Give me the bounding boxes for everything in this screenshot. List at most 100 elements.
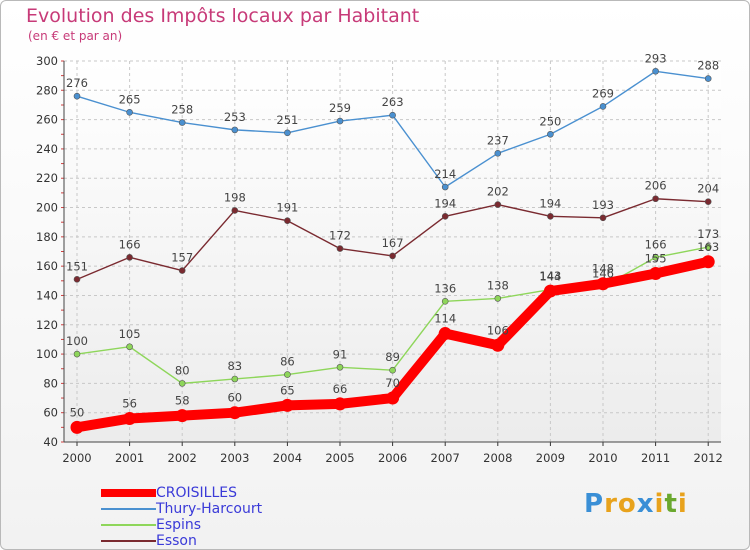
logo-letter: i	[654, 489, 665, 519]
data-point-espins	[336, 363, 344, 371]
data-label-espins: 100	[66, 334, 88, 348]
data-label-esson: 204	[697, 182, 719, 196]
data-label-croisilles: 106	[487, 323, 509, 337]
data-labels: 50 56 58 60 65 66 70 114 106 143 148 155 163 276 265 25…	[66, 51, 719, 419]
data-label-croisilles: 66	[333, 382, 348, 396]
data-label-esson: 166	[119, 237, 141, 251]
data-point-croisilles	[596, 277, 610, 291]
y-tick-label: 100	[36, 347, 58, 361]
data-point-espins	[652, 254, 659, 261]
y-tick-label: 120	[36, 318, 58, 332]
data-point-croisilles	[123, 412, 137, 426]
data-point-espins	[441, 298, 449, 305]
y-tick-label: 220	[36, 171, 58, 185]
data-label-esson: 191	[276, 201, 298, 215]
data-point-thury-harcourt	[494, 150, 502, 157]
data-label-espins: 83	[227, 359, 242, 373]
x-tick-label: 2001	[115, 451, 144, 465]
grid-lines	[64, 60, 721, 443]
legend-swatch-espins	[101, 524, 156, 526]
data-point-espins	[284, 371, 291, 378]
data-point-espins	[178, 380, 186, 387]
data-label-espins: 91	[333, 347, 348, 361]
data-point-thury-harcourt	[336, 117, 344, 125]
x-tick-label: 2000	[62, 451, 91, 465]
data-label-espins: 105	[119, 327, 141, 341]
y-tick-label: 60	[43, 406, 58, 420]
data-point-croisilles	[333, 397, 347, 411]
data-label-croisilles: 56	[122, 397, 137, 411]
data-point-espins	[126, 343, 133, 351]
data-label-espins: 144	[539, 270, 561, 284]
data-label-thury-harcourt: 265	[119, 92, 141, 106]
x-tick-label: 2009	[536, 451, 565, 465]
data-label-espins: 136	[434, 281, 456, 295]
legend-item-esson: Esson	[101, 533, 361, 549]
data-label-thury-harcourt: 263	[382, 95, 404, 109]
data-label-croisilles: 65	[280, 383, 295, 397]
x-tick-label: 2007	[431, 451, 460, 465]
data-point-thury-harcourt	[547, 130, 554, 138]
x-tick-label: 2002	[168, 451, 197, 465]
data-point-esson	[547, 213, 554, 220]
data-point-thury-harcourt	[704, 75, 712, 82]
x-tick-label: 2008	[483, 451, 512, 465]
data-label-croisilles: 143	[539, 269, 561, 283]
y-tick-label: 280	[36, 83, 58, 97]
axes: 40 60 80 100 120 140 160 180 200 220 240 260 280 300 2…	[36, 54, 723, 465]
data-label-espins: 80	[175, 363, 190, 377]
data-label-thury-harcourt: 253	[224, 110, 246, 124]
data-point-thury-harcourt	[389, 111, 396, 119]
data-label-thury-harcourt: 269	[592, 86, 614, 100]
legend-swatch-thury-harcourt	[101, 508, 156, 510]
data-label-esson: 194	[539, 196, 561, 210]
data-point-croisilles	[491, 338, 505, 352]
proxiti-logo: Proxiti	[584, 489, 688, 519]
data-label-thury-harcourt: 250	[539, 114, 561, 128]
data-point-thury-harcourt	[441, 183, 449, 191]
legend-item-espins: Espins	[101, 517, 361, 533]
legend: CROISILLES Thury-Harcourt Espins Esson	[101, 485, 361, 549]
data-label-croisilles: 155	[645, 251, 667, 265]
legend-item-croisilles: CROISILLES	[101, 485, 361, 501]
data-point-thury-harcourt	[126, 108, 133, 116]
data-point-esson	[652, 195, 659, 203]
data-point-croisilles	[228, 406, 242, 420]
data-point-esson	[389, 252, 396, 260]
data-point-croisilles	[280, 398, 294, 412]
data-label-thury-harcourt: 259	[329, 101, 351, 115]
data-label-espins: 173	[697, 227, 719, 241]
data-point-esson	[178, 267, 186, 274]
data-point-esson	[441, 213, 449, 220]
data-label-esson: 202	[487, 185, 509, 199]
data-point-esson	[494, 201, 502, 208]
x-tick-label: 2011	[641, 451, 670, 465]
x-tick-label: 2012	[694, 451, 723, 465]
data-label-croisilles: 148	[592, 262, 614, 276]
data-label-esson: 167	[382, 236, 404, 250]
logo-letter: x	[636, 489, 655, 519]
data-label-thury-harcourt: 258	[171, 103, 193, 117]
data-point-thury-harcourt	[231, 126, 239, 134]
data-label-croisilles: 114	[434, 312, 456, 326]
data-label-thury-harcourt: 288	[697, 59, 719, 73]
data-label-espins: 146	[592, 267, 614, 281]
data-label-thury-harcourt: 237	[487, 133, 509, 147]
data-label-croisilles: 60	[227, 391, 242, 405]
x-tick-label: 2003	[220, 451, 249, 465]
data-label-esson: 198	[224, 190, 246, 204]
data-point-esson	[336, 245, 344, 252]
data-point-espins	[704, 243, 712, 251]
data-point-espins	[389, 366, 396, 374]
chart-title: Evolution des Impôts locaux par Habitant	[26, 5, 420, 27]
data-label-thury-harcourt: 214	[434, 167, 456, 181]
data-point-thury-harcourt	[599, 103, 607, 110]
legend-swatch-esson	[101, 540, 156, 542]
data-label-croisilles: 163	[697, 240, 719, 254]
data-point-croisilles	[701, 255, 715, 269]
data-point-thury-harcourt	[178, 119, 186, 126]
logo-letter: r	[604, 489, 618, 519]
y-tick-label: 240	[36, 142, 58, 156]
data-label-esson: 193	[592, 198, 614, 212]
data-label-thury-harcourt: 276	[66, 76, 88, 90]
